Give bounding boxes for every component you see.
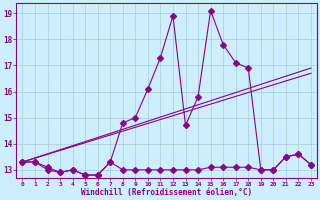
X-axis label: Windchill (Refroidissement éolien,°C): Windchill (Refroidissement éolien,°C) — [81, 188, 252, 197]
